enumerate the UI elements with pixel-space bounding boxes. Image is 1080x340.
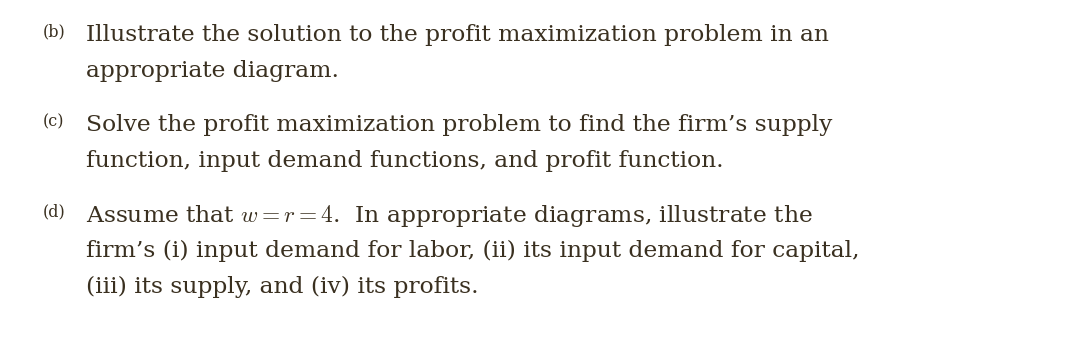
Text: firm’s (i) input demand for labor, (ii) its input demand for capital,: firm’s (i) input demand for labor, (ii) …: [86, 240, 860, 262]
Text: Assume that $w = r = 4$.  In appropriate diagrams, illustrate the: Assume that $w = r = 4$. In appropriate …: [86, 203, 813, 230]
Text: Illustrate the solution to the profit maximization problem in an: Illustrate the solution to the profit ma…: [86, 24, 829, 46]
Text: appropriate diagram.: appropriate diagram.: [86, 60, 339, 82]
Text: (iii) its supply, and (iv) its profits.: (iii) its supply, and (iv) its profits.: [86, 276, 480, 298]
Text: (c): (c): [43, 114, 65, 131]
Text: Solve the profit maximization problem to find the firm’s supply: Solve the profit maximization problem to…: [86, 114, 833, 136]
Text: (d): (d): [43, 203, 66, 220]
Text: (b): (b): [43, 24, 66, 41]
Text: function, input demand functions, and profit function.: function, input demand functions, and pr…: [86, 150, 724, 172]
